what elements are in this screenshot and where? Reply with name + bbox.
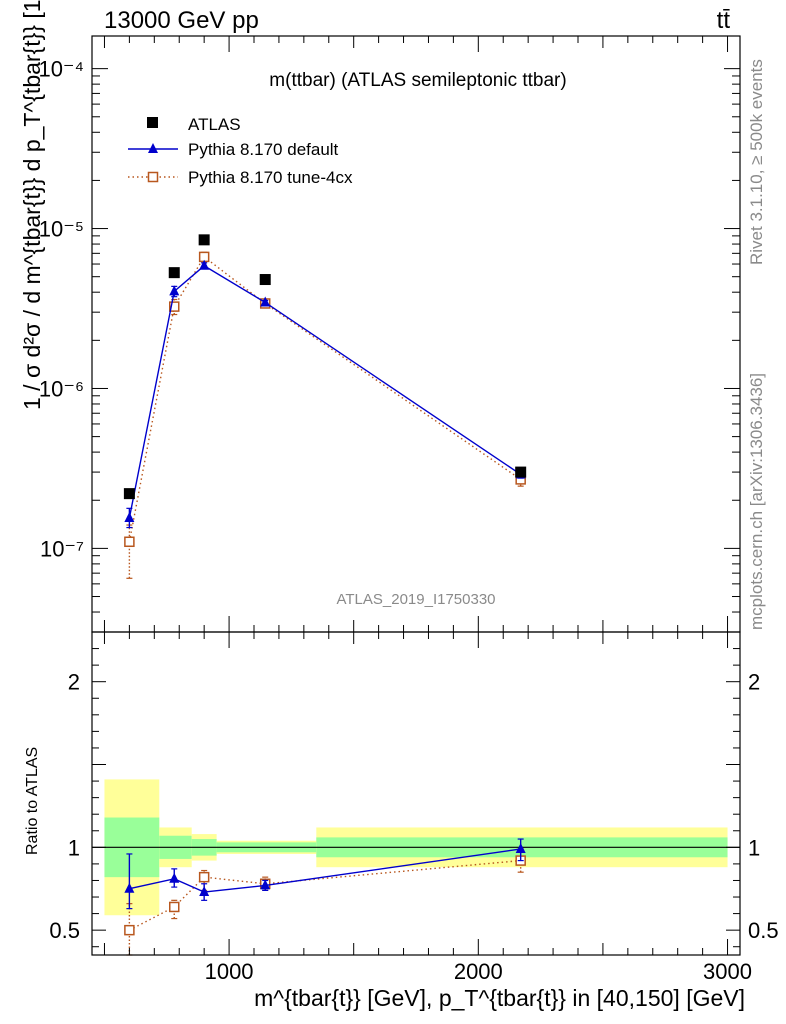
pythia-default-point: [199, 259, 210, 270]
tune4cx-point: [168, 301, 180, 312]
main-y-tick-label: 10⁻⁵: [39, 217, 84, 242]
legend-label-default: Pythia 8.170 default: [188, 140, 339, 159]
pythia-default-line: [128, 264, 522, 519]
x-ticks: 1000 2000 3000: [103, 36, 752, 984]
legend-marker-atlas: [147, 117, 158, 128]
ratio-y-tick-label-right: 2: [748, 670, 760, 695]
mcplots-label: mcplots.cern.ch [arXiv:1306.3436]: [747, 373, 766, 630]
pythia-default-point: [169, 285, 180, 296]
ratio-frame: [91, 631, 741, 956]
atlas-data-point: [168, 267, 180, 279]
legend-label-atlas: ATLAS: [188, 115, 241, 134]
ratio-y-ticks: 0.5 0.5 1 1 2 2: [49, 648, 779, 948]
ratio-tune4cx-line: [129, 859, 521, 931]
ratio-tune4cx-point: [198, 871, 210, 883]
ratio-uncertainty-bands: [92, 779, 740, 916]
ratio-y-tick-label: 0.5: [49, 918, 80, 943]
legend-marker-default: [148, 143, 158, 153]
main-plot-title: m(ttbar) (ATLAS semileptonic ttbar): [269, 70, 566, 91]
main-y-axis-label: 1 / σ d²σ / d m^{tbar{t}} d p_T^{tbar{t}…: [19, 0, 45, 410]
ratio-pythia-default-point: [260, 879, 271, 890]
atlas-data-point: [259, 274, 271, 286]
analysis-label: ATLAS_2019_I1750330: [336, 591, 495, 608]
main-y-tick-label: 10⁻⁶: [39, 376, 84, 401]
main-panel: m(ttbar) (ATLAS semileptonic ttbar) ATLA…: [19, 0, 741, 633]
process-title: tt̄: [717, 7, 731, 34]
collision-title: 13000 GeV pp: [104, 7, 259, 34]
pythia-default-point: [260, 296, 271, 307]
ratio-panel: 0.5 0.5 1 1 2 2 1000 2000 3000 Ratio to ATLAS m…: [24, 36, 779, 1011]
ratio-y-tick-label-right: 1: [748, 835, 760, 860]
ratio-pythia-default-point: [169, 872, 180, 883]
x-tick-label: 3000: [703, 959, 752, 984]
main-y-tick-label: 10⁻⁷: [40, 536, 84, 561]
pythia-default-point: [124, 511, 135, 522]
main-y-ticks: 10⁻⁷ 10⁻⁶ 10⁻⁵ 10⁻⁴: [38, 57, 740, 633]
atlas-data-point: [515, 466, 527, 478]
x-axis-label: m^{tbar{t}} [GeV], p_T^{tbar{t}} in [40,…: [254, 985, 745, 1011]
ratio-pythia-default-point: [124, 882, 135, 893]
ratio-y-tick-label: 1: [68, 835, 80, 860]
main-data-layer: [123, 234, 527, 579]
legend-marker-tune: [147, 171, 159, 183]
ratio-y-tick-label-right: 0.5: [748, 918, 779, 943]
ratio-data-layer: [124, 838, 526, 956]
x-tick-label: 1000: [205, 959, 254, 984]
x-tick-label: 2000: [454, 959, 503, 984]
atlas-data-point: [198, 234, 210, 246]
tune4cx-point: [124, 536, 135, 548]
ratio-pythia-default-point: [199, 886, 210, 897]
ratio-tune4cx-point: [124, 924, 135, 936]
legend: ATLAS Pythia 8.170 default Pythia 8.170 …: [128, 115, 353, 187]
legend-label-tune: Pythia 8.170 tune-4cx: [188, 168, 353, 187]
main-y-tick-label: 10⁻⁴: [38, 57, 84, 82]
ratio-y-axis-label: Ratio to ATLAS: [24, 747, 41, 855]
atlas-data-point: [123, 488, 135, 500]
ratio-y-tick-label: 2: [68, 670, 80, 695]
rivet-label: Rivet 3.1.10, ≥ 500k events: [747, 59, 766, 265]
ratio-pythia-default-point: [515, 842, 526, 853]
tune4cx-line: [128, 255, 522, 542]
ratio-tune4cx-point: [168, 901, 180, 913]
